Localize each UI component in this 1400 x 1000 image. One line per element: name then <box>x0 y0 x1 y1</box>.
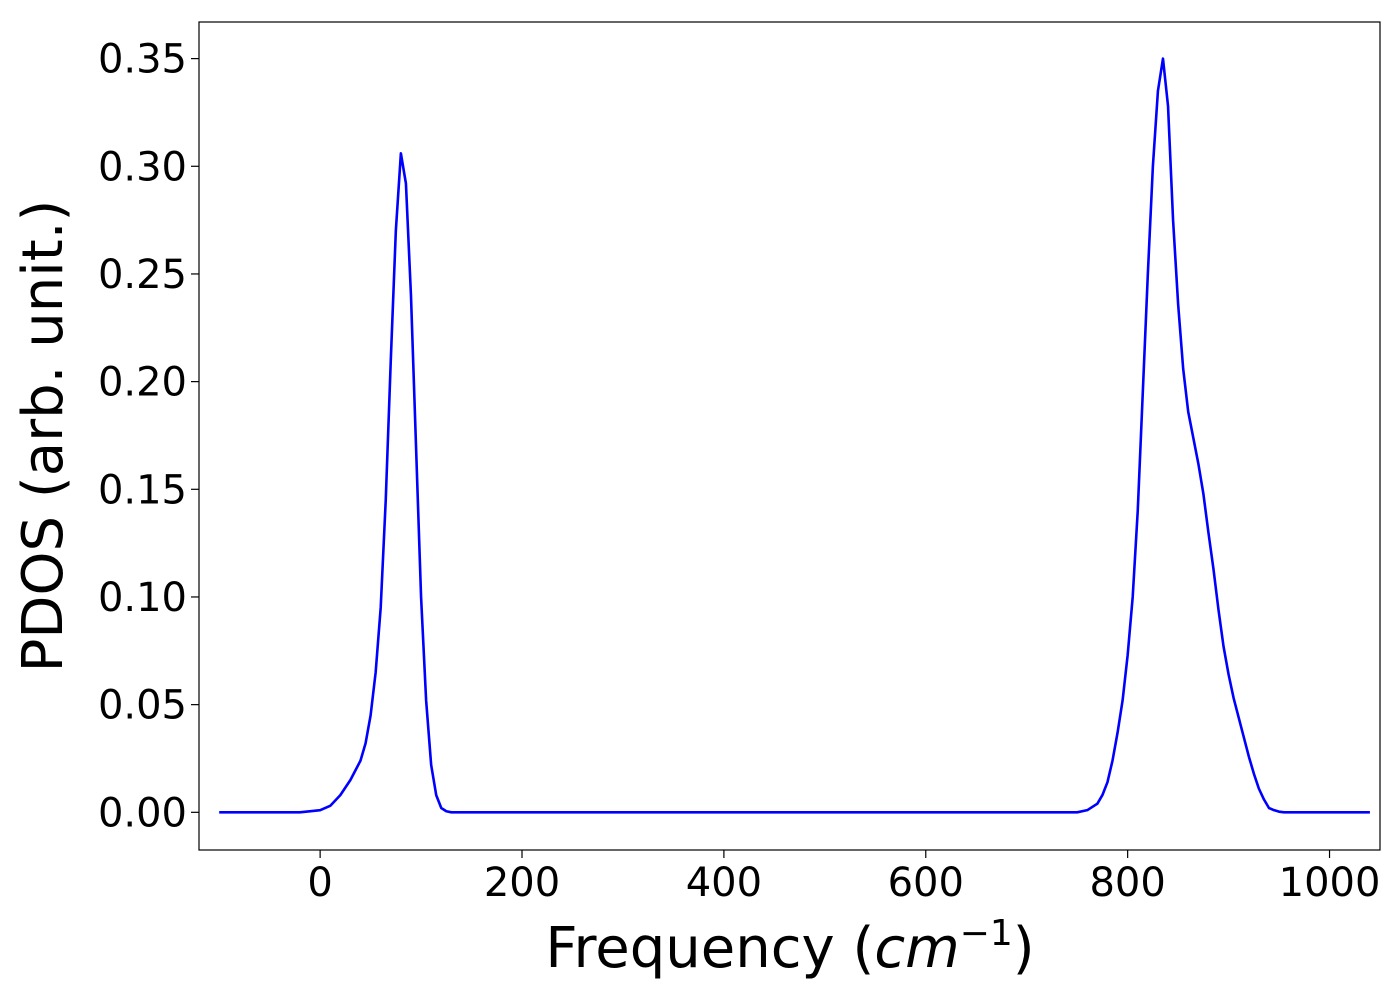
x-tick-label: 0 <box>307 860 332 906</box>
plot-area <box>198 21 1381 851</box>
y-tick-label: 0.35 <box>98 37 187 83</box>
y-tick-label: 0.15 <box>98 467 187 513</box>
x-axis-ticks: 0 200 400 600 800 1000 <box>307 850 1380 906</box>
x-tick-label: 1000 <box>1279 860 1381 906</box>
y-tick-label: 0.30 <box>98 144 187 190</box>
y-tick-label: 0.05 <box>98 683 187 729</box>
y-tick-label: 0.20 <box>98 360 187 406</box>
axes-frame <box>198 21 1381 851</box>
y-tick-label: 0.10 <box>98 575 187 621</box>
y-axis-label: PDOS (arb. unit.) <box>11 200 76 673</box>
series-line-0 <box>219 57 1370 814</box>
x-tick-label: 800 <box>1089 860 1165 906</box>
y-axis-ticks: 0.00 0.05 0.10 0.15 0.20 0.25 0.30 0.35 <box>98 37 199 836</box>
x-tick-label: 400 <box>686 860 762 906</box>
x-axis-label: Frequency (cm−1) <box>545 913 1034 981</box>
x-tick-label: 600 <box>888 860 964 906</box>
series-layer <box>219 57 1370 814</box>
y-tick-label: 0.00 <box>98 790 187 836</box>
y-tick-label: 0.25 <box>98 252 187 298</box>
x-tick-label: 200 <box>484 860 560 906</box>
